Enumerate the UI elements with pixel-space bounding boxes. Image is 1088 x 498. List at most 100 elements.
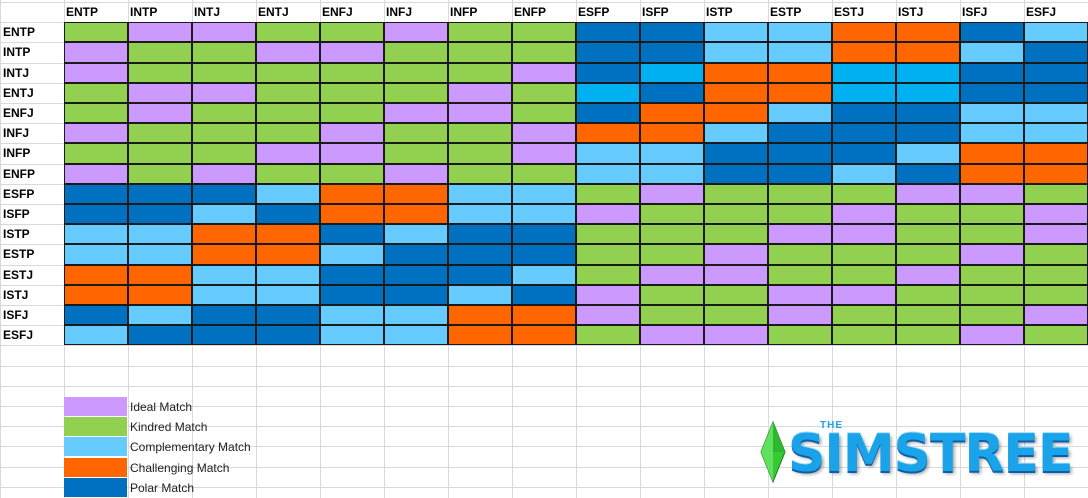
match-cell[interactable] <box>576 264 640 285</box>
match-cell[interactable] <box>192 163 256 184</box>
match-cell[interactable] <box>832 264 896 285</box>
match-cell[interactable] <box>128 103 192 124</box>
match-cell[interactable] <box>704 82 768 103</box>
match-cell[interactable] <box>64 163 128 184</box>
match-cell[interactable] <box>832 305 896 326</box>
match-cell[interactable] <box>384 264 448 285</box>
match-cell[interactable] <box>256 22 320 43</box>
match-cell[interactable] <box>512 224 576 245</box>
match-cell[interactable] <box>1024 42 1088 63</box>
match-cell[interactable] <box>192 244 256 265</box>
row-header[interactable]: ISFP <box>3 207 30 221</box>
match-cell[interactable] <box>256 103 320 124</box>
match-cell[interactable] <box>64 103 128 124</box>
match-cell[interactable] <box>960 183 1024 204</box>
match-cell[interactable] <box>320 22 384 43</box>
match-cell[interactable] <box>320 284 384 305</box>
match-cell[interactable] <box>896 325 960 346</box>
match-cell[interactable] <box>960 284 1024 305</box>
column-header[interactable]: ISTJ <box>898 5 924 19</box>
match-cell[interactable] <box>1024 143 1088 164</box>
match-cell[interactable] <box>192 305 256 326</box>
match-cell[interactable] <box>576 163 640 184</box>
match-cell[interactable] <box>704 204 768 225</box>
match-cell[interactable] <box>1024 284 1088 305</box>
match-cell[interactable] <box>256 163 320 184</box>
match-cell[interactable] <box>64 264 128 285</box>
match-cell[interactable] <box>640 305 704 326</box>
match-cell[interactable] <box>512 204 576 225</box>
row-header[interactable]: ISTP <box>3 227 30 242</box>
match-cell[interactable] <box>384 22 448 43</box>
match-cell[interactable] <box>960 103 1024 124</box>
match-cell[interactable] <box>576 22 640 43</box>
match-cell[interactable] <box>512 305 576 326</box>
column-header[interactable]: INTJ <box>194 5 221 19</box>
match-cell[interactable] <box>640 62 704 83</box>
match-cell[interactable] <box>960 325 1024 346</box>
match-cell[interactable] <box>128 22 192 43</box>
row-header[interactable]: ENFJ <box>3 106 34 120</box>
match-cell[interactable] <box>896 42 960 63</box>
match-cell[interactable] <box>832 325 896 346</box>
match-cell[interactable] <box>960 22 1024 43</box>
match-cell[interactable] <box>640 264 704 285</box>
match-cell[interactable] <box>256 82 320 103</box>
match-cell[interactable] <box>576 325 640 346</box>
match-cell[interactable] <box>960 82 1024 103</box>
row-header[interactable]: ESFP <box>3 186 35 201</box>
match-cell[interactable] <box>320 224 384 245</box>
match-cell[interactable] <box>576 143 640 164</box>
match-cell[interactable] <box>640 22 704 43</box>
match-cell[interactable] <box>192 284 256 305</box>
match-cell[interactable] <box>192 143 256 164</box>
match-cell[interactable] <box>832 22 896 43</box>
match-cell[interactable] <box>576 183 640 204</box>
match-cell[interactable] <box>640 103 704 124</box>
match-cell[interactable] <box>128 305 192 326</box>
match-cell[interactable] <box>896 103 960 124</box>
match-cell[interactable] <box>448 204 512 225</box>
match-cell[interactable] <box>512 82 576 103</box>
match-cell[interactable] <box>128 123 192 144</box>
match-cell[interactable] <box>640 224 704 245</box>
row-header[interactable]: ESTJ <box>3 267 34 282</box>
match-cell[interactable] <box>768 244 832 265</box>
match-cell[interactable] <box>832 224 896 245</box>
column-header[interactable]: ESTP <box>770 5 802 19</box>
match-cell[interactable] <box>192 82 256 103</box>
match-cell[interactable] <box>896 163 960 184</box>
match-cell[interactable] <box>320 264 384 285</box>
match-cell[interactable] <box>1024 163 1088 184</box>
row-header[interactable]: ESTP <box>3 247 35 262</box>
match-cell[interactable] <box>896 204 960 225</box>
match-cell[interactable] <box>960 42 1024 63</box>
row-header[interactable]: ISFJ <box>3 308 29 322</box>
match-cell[interactable] <box>640 163 704 184</box>
match-cell[interactable] <box>960 224 1024 245</box>
match-cell[interactable] <box>448 183 512 204</box>
match-cell[interactable] <box>1024 22 1088 43</box>
column-header[interactable]: ENFP <box>514 5 547 19</box>
match-cell[interactable] <box>320 325 384 346</box>
match-cell[interactable] <box>512 244 576 265</box>
column-header[interactable]: INTP <box>130 5 158 19</box>
match-cell[interactable] <box>896 82 960 103</box>
match-cell[interactable] <box>64 143 128 164</box>
match-cell[interactable] <box>576 62 640 83</box>
match-cell[interactable] <box>768 143 832 164</box>
column-header[interactable]: ENTJ <box>258 5 289 19</box>
match-cell[interactable] <box>448 305 512 326</box>
match-cell[interactable] <box>128 325 192 346</box>
match-cell[interactable] <box>704 244 768 265</box>
match-cell[interactable] <box>384 305 448 326</box>
match-cell[interactable] <box>256 204 320 225</box>
match-cell[interactable] <box>448 284 512 305</box>
match-cell[interactable] <box>768 103 832 124</box>
match-cell[interactable] <box>64 62 128 83</box>
match-cell[interactable] <box>576 103 640 124</box>
match-cell[interactable] <box>704 42 768 63</box>
match-cell[interactable] <box>640 204 704 225</box>
match-cell[interactable] <box>256 305 320 326</box>
match-cell[interactable] <box>384 183 448 204</box>
